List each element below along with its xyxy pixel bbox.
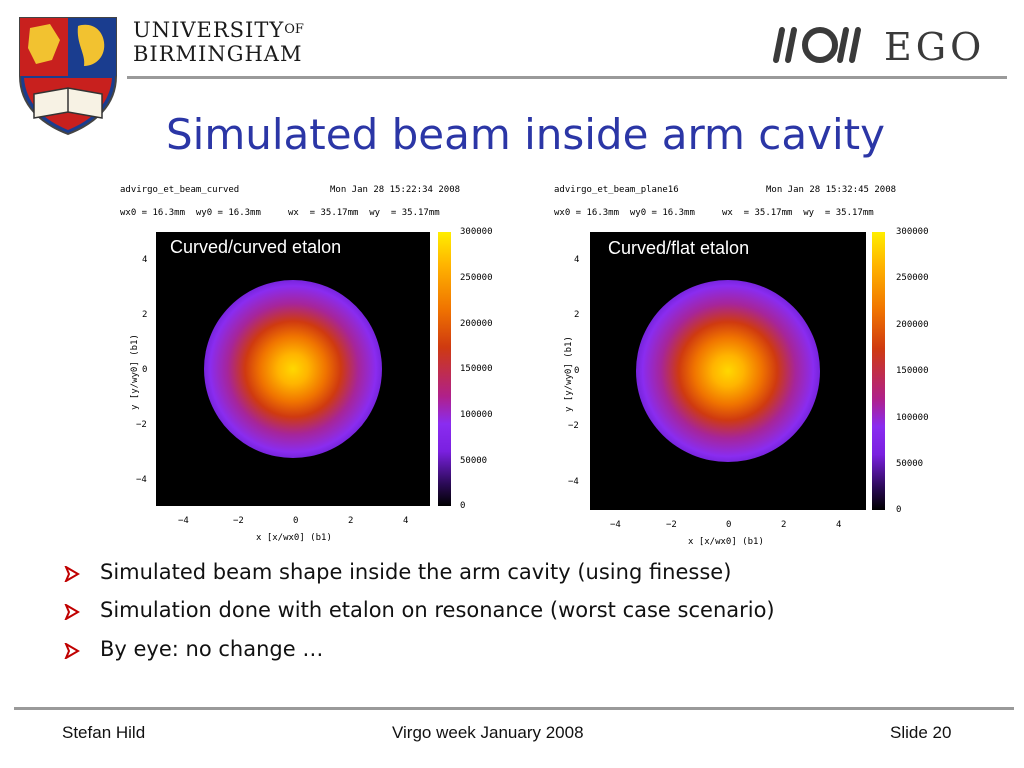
colorbar-tick: 150000	[896, 366, 929, 376]
arrow-bullet-icon	[64, 604, 80, 620]
x-axis-label: x [x/wx0] (b1)	[256, 533, 332, 543]
y-tick: −4	[136, 475, 147, 485]
plot-label: Curved/flat etalon	[608, 238, 750, 258]
colorbar-tick: 50000	[896, 459, 924, 469]
x-tick: 0	[726, 520, 732, 530]
colorbar-tick: 200000	[896, 320, 929, 330]
x-tick: −4	[178, 516, 189, 526]
footer-author: Stefan Hild	[62, 723, 146, 742]
x-tick: 2	[781, 520, 787, 530]
y-tick: 4	[574, 255, 580, 265]
slide-title: Simulated beam inside arm cavity	[166, 110, 885, 159]
plot-name: advirgo_et_beam_plane16	[554, 185, 679, 195]
colorbar-tick: 100000	[460, 410, 493, 420]
plot-params: wx0 = 16.3mm wy0 = 16.3mm wx = 35.17mm w…	[120, 208, 440, 218]
university-crest-icon	[19, 17, 117, 136]
colorbar-tick: 250000	[896, 273, 929, 283]
colorbar	[438, 232, 451, 506]
y-tick: 0	[142, 365, 148, 375]
x-tick: −4	[610, 520, 621, 530]
colorbar-tick: 300000	[460, 227, 493, 237]
colorbar-tick: 200000	[460, 319, 493, 329]
y-tick: −4	[568, 477, 579, 487]
y-tick: 4	[142, 255, 148, 265]
x-tick: 0	[293, 516, 299, 526]
y-tick: 2	[142, 310, 148, 320]
y-axis-label: y [y/wy0] (b1)	[564, 336, 574, 412]
x-tick: −2	[233, 516, 244, 526]
beam-spot	[636, 280, 820, 462]
colorbar-tick: 100000	[896, 413, 929, 423]
ego-logo-icon: EGO	[773, 25, 985, 68]
university-of: OF	[284, 22, 304, 37]
arrow-bullet-icon	[64, 643, 80, 659]
beam-spot	[204, 280, 382, 458]
x-tick: 4	[836, 520, 842, 530]
beam-plot-curved: advirgo_et_beam_curved Mon Jan 28 15:22:…	[112, 180, 512, 550]
plot-date: Mon Jan 28 15:32:45 2008	[766, 185, 897, 195]
y-tick: −2	[136, 420, 147, 430]
x-tick: 4	[403, 516, 409, 526]
plot-params: wx0 = 16.3mm wy0 = 16.3mm wx = 35.17mm w…	[554, 208, 874, 218]
plot-name: advirgo_et_beam_curved	[120, 185, 240, 195]
footer-event: Virgo week January 2008	[392, 723, 584, 742]
x-tick: −2	[666, 520, 677, 530]
y-axis-label: y [y/wy0] (b1)	[130, 334, 140, 410]
ego-logo-text: EGO	[884, 25, 985, 68]
university-line2: BIRMINGHAM	[133, 42, 303, 66]
footer-divider	[14, 707, 1014, 710]
beam-intensity-map	[156, 232, 430, 506]
x-tick: 2	[348, 516, 354, 526]
colorbar-tick: 0	[460, 501, 466, 511]
colorbar-tick: 300000	[896, 227, 929, 237]
bullet-text: By eye: no change …	[100, 637, 324, 661]
bullet-text: Simulated beam shape inside the arm cavi…	[100, 560, 732, 584]
y-tick: 2	[574, 310, 580, 320]
footer-slide-number: Slide 20	[890, 723, 952, 742]
arrow-bullet-icon	[64, 566, 80, 582]
colorbar-tick: 50000	[460, 456, 488, 466]
beam-intensity-map	[590, 232, 866, 510]
colorbar	[872, 232, 885, 510]
colorbar-tick: 250000	[460, 273, 493, 283]
bullet-text: Simulation done with etalon on resonance…	[100, 598, 775, 622]
plot-date: Mon Jan 28 15:22:34 2008	[330, 185, 461, 195]
plot-label: Curved/curved etalon	[170, 237, 342, 257]
y-tick: 0	[574, 366, 580, 376]
header-divider	[127, 76, 1007, 79]
x-axis-label: x [x/wx0] (b1)	[688, 537, 764, 547]
y-tick: −2	[568, 421, 579, 431]
colorbar-tick: 150000	[460, 364, 493, 374]
colorbar-tick: 0	[896, 505, 902, 515]
university-name: UNIVERSITYOF BIRMINGHAM	[133, 18, 343, 66]
university-line1: UNIVERSITY	[133, 18, 285, 42]
beam-plot-flat: advirgo_et_beam_plane16 Mon Jan 28 15:32…	[546, 180, 946, 550]
